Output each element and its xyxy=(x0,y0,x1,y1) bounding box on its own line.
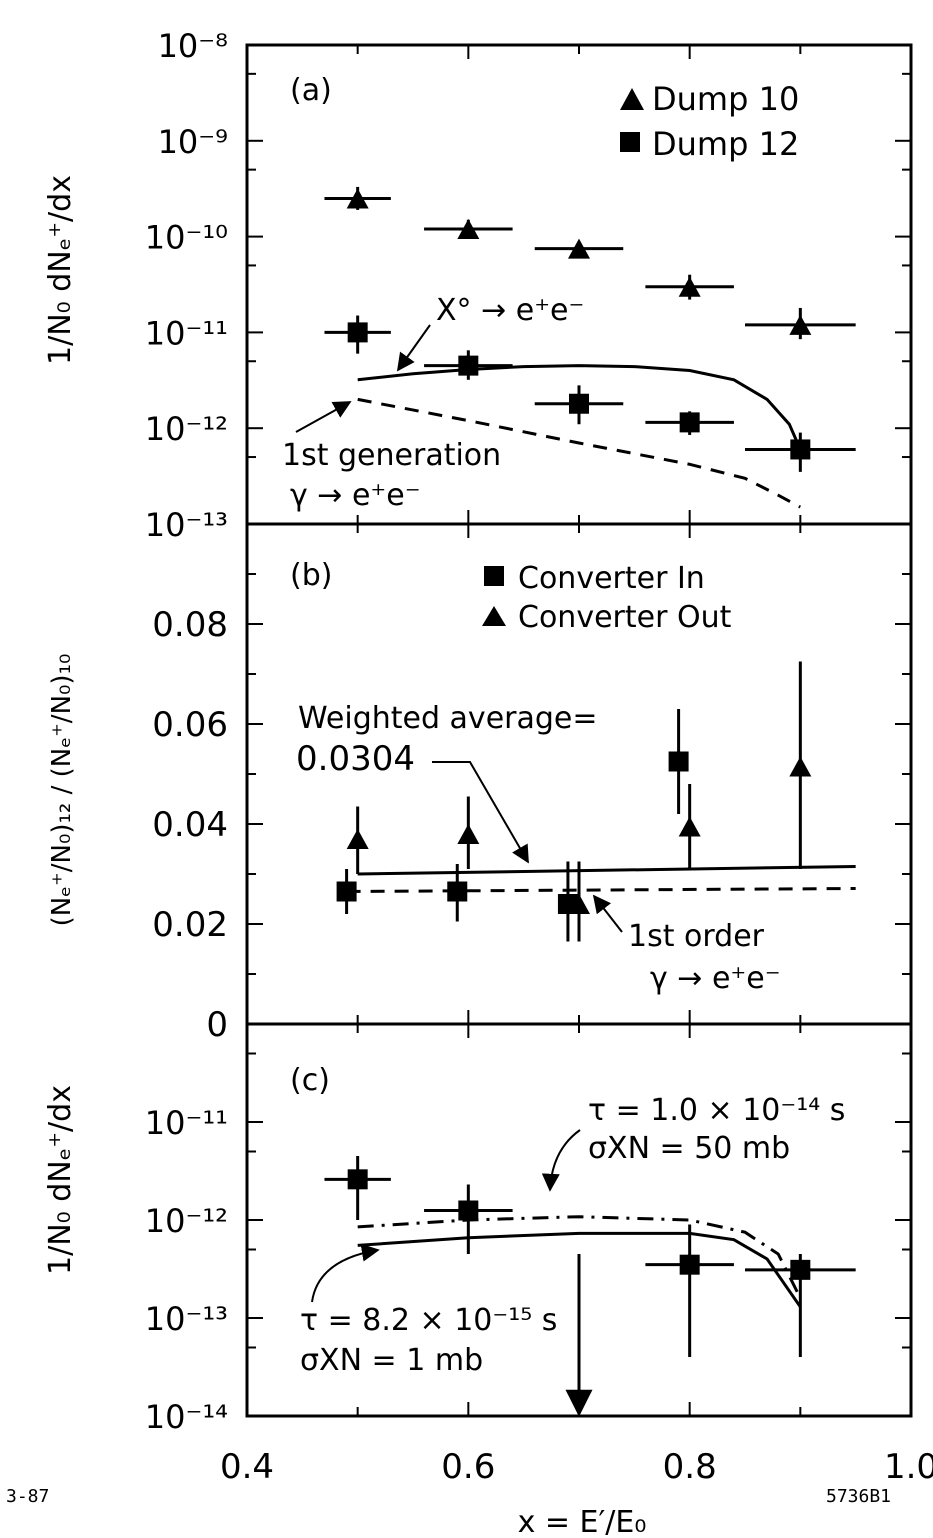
point-square xyxy=(679,1254,700,1275)
ylabel-a: 1/N₀ dNₑ⁺/dx xyxy=(43,175,78,365)
ylabel-b: (Nₑ⁺/N₀)₁₂ / (Nₑ⁺/N₀)₁₀ xyxy=(47,654,77,927)
ylabel-b-text: (Nₑ⁺/N₀)₁₂ / (Nₑ⁺/N₀)₁₀ xyxy=(47,654,77,927)
annot-c-tau2: τ = 8.2 × 10⁻¹⁵ s xyxy=(300,1303,557,1338)
annot-c-tau2-arrow xyxy=(311,1243,380,1303)
line-solid xyxy=(357,865,856,876)
point-triangle xyxy=(346,829,369,849)
annot-b-weighted: Weighted average= xyxy=(298,701,598,736)
curve-solid xyxy=(357,364,802,451)
y-tick-label: 10⁻⁹ xyxy=(158,123,228,161)
line-dashed xyxy=(346,887,856,893)
legend-a-item-dump10: Dump 10 xyxy=(652,80,799,118)
annot-c-sigma2: σXN = 1 mb xyxy=(300,1343,483,1378)
annot-c-tau1-arrow xyxy=(541,1129,581,1192)
point-triangle xyxy=(568,238,590,259)
annot-a-x0-arrow xyxy=(396,324,431,372)
point-square xyxy=(790,1259,811,1280)
legend-b-item-converter-in: Converter In xyxy=(518,561,705,596)
point-triangle xyxy=(678,276,701,297)
point-triangle xyxy=(457,824,480,844)
point-triangle xyxy=(789,756,812,777)
point-square xyxy=(458,1200,479,1221)
y-tick-label: 10⁻¹² xyxy=(145,410,228,448)
y-tick-label: 10⁻¹¹ xyxy=(145,1104,228,1142)
point-triangle xyxy=(568,894,590,914)
legend-a: Dump 10 Dump 12 xyxy=(620,80,799,163)
panel-b-label: (b) xyxy=(290,558,332,593)
ylabel-c-text: 1/N₀ dNₑ⁺/dx xyxy=(43,1085,78,1275)
y-tick-label: 0.08 xyxy=(152,605,228,645)
y-tick-label: 10⁻¹² xyxy=(145,1202,228,1240)
point-square xyxy=(668,751,689,772)
panel-a-label: (a) xyxy=(290,73,332,108)
annot-b-1storder-arrow xyxy=(592,894,623,933)
annot-a-1stgen: 1st generation xyxy=(282,438,501,473)
legend-square-marker xyxy=(620,132,640,152)
annot-a-gamma: γ → e⁺e⁻ xyxy=(290,478,421,513)
panel-c-label: (c) xyxy=(290,1063,330,1098)
annot-b-value: 0.0304 xyxy=(296,739,415,779)
point-triangle xyxy=(457,219,480,240)
point-square xyxy=(679,412,700,433)
annot-c-tau1: τ = 1.0 × 10⁻¹⁴ s xyxy=(588,1093,845,1128)
point-square xyxy=(347,322,368,343)
point-square xyxy=(458,355,479,376)
point-square xyxy=(347,1169,368,1190)
ylabel-c: 1/N₀ dNₑ⁺/dx xyxy=(43,1085,78,1275)
y-tick-label: 0.02 xyxy=(152,905,228,945)
point-square xyxy=(336,881,357,902)
y-tick-label: 10⁻¹⁰ xyxy=(145,219,228,257)
x-tick-label: 0.4 xyxy=(220,1447,274,1487)
y-tick-label: 10⁻¹³ xyxy=(145,1300,228,1338)
y-tick-label: 0 xyxy=(206,1005,228,1045)
y-tick-label: 10⁻¹¹ xyxy=(145,314,228,352)
x-tick-label: 1.0 xyxy=(884,1447,933,1487)
annot-a-1stgen-arrow xyxy=(295,401,352,433)
x-axis-title: x = E′/E₀ xyxy=(518,1505,647,1538)
annot-b-gamma: γ → e⁺e⁻ xyxy=(650,961,781,996)
figure-ref-right: 5736B1 xyxy=(826,1486,892,1507)
annot-c-sigma1: σXN = 50 mb xyxy=(588,1131,790,1166)
plot-layer: 0.4 0.6 0.8 1.0 10⁻¹³ 10⁻¹² 10⁻¹¹ 10⁻¹⁰ 10⁻⁹ 10⁻⁸… xyxy=(145,27,933,1487)
point-triangle xyxy=(678,816,701,837)
y-tick-label: 10⁻¹⁴ xyxy=(145,1398,228,1436)
ylabel-a-text: 1/N₀ dNₑ⁺/dx xyxy=(43,175,78,365)
x-tick-label: 0.8 xyxy=(663,1447,717,1487)
legend-b-item-converter-out: Converter Out xyxy=(518,600,732,635)
y-tick-label: 10⁻¹³ xyxy=(145,506,228,544)
annot-b-1storder: 1st order xyxy=(628,919,765,954)
y-tick-label: 0.06 xyxy=(152,705,228,745)
point-square xyxy=(569,393,589,414)
y-tick-label: 10⁻⁸ xyxy=(158,27,228,65)
figure-ref-left: 3-87 xyxy=(6,1486,50,1507)
point-square xyxy=(447,881,468,902)
point-square xyxy=(790,439,811,460)
point-triangle xyxy=(346,188,369,209)
legend-b: Converter In Converter Out xyxy=(482,561,732,635)
legend-triangle-marker xyxy=(620,88,644,110)
point-triangle xyxy=(789,314,812,335)
annot-a-x0: X° → e⁺e⁻ xyxy=(436,293,584,328)
x-tick-label: 0.6 xyxy=(441,1447,495,1487)
legend-a-item-dump12: Dump 12 xyxy=(652,125,799,163)
annot-b-weighted-arrow xyxy=(432,761,529,864)
y-tick-label: 0.04 xyxy=(152,805,228,845)
legend-triangle-marker xyxy=(482,606,506,626)
legend-square-marker xyxy=(484,566,504,586)
curve-dashed xyxy=(357,397,802,509)
